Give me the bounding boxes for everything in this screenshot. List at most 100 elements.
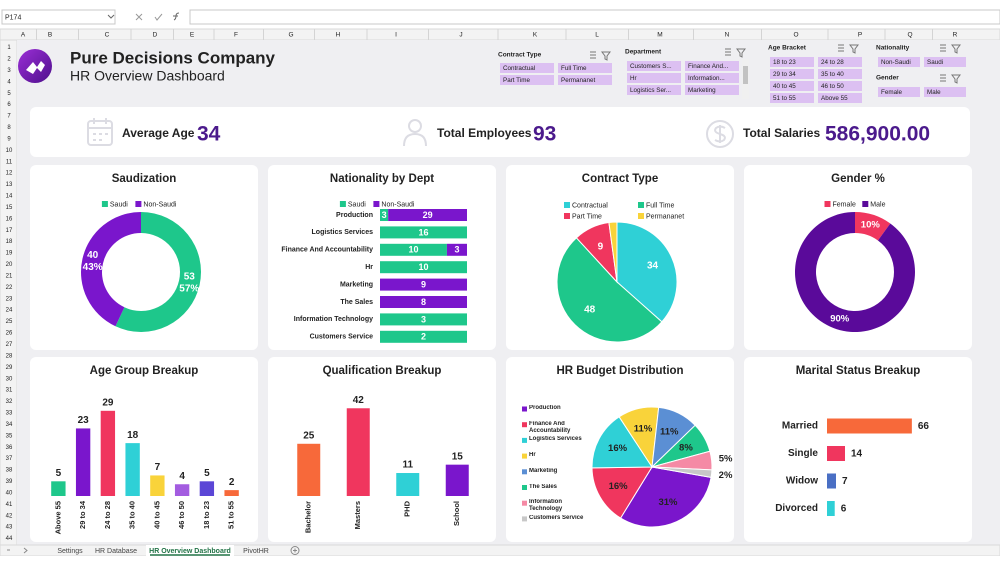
- slicer-item[interactable]: [627, 61, 681, 71]
- column-header: J: [459, 32, 462, 39]
- dashboard-subtitle: HR Overview Dashboard: [70, 68, 225, 84]
- add-sheet-plus[interactable]: [293, 548, 297, 553]
- row-header: 36: [6, 445, 13, 451]
- pie-slice: [591, 416, 653, 469]
- slicer-item[interactable]: [500, 63, 554, 73]
- slicer-item[interactable]: [924, 87, 966, 97]
- column-header-bar: [0, 28, 1000, 41]
- slicer-item[interactable]: [818, 81, 862, 91]
- slicer-multiselect[interactable]: [940, 74, 946, 82]
- legend-label-box: The Sales: [529, 484, 557, 490]
- y-tick-label: Information Technology: [294, 316, 373, 323]
- slicer-item[interactable]: [818, 69, 862, 79]
- tab-scroll[interactable]: [7, 547, 28, 554]
- add-sheet[interactable]: [290, 546, 300, 555]
- slicer-multiselect[interactable]: [838, 44, 844, 52]
- slicer-item-label: Permananet: [561, 77, 596, 84]
- formula-input[interactable]: [189, 9, 1000, 25]
- data-label: 15: [452, 451, 464, 462]
- data-label: 16: [418, 227, 428, 237]
- legend-label: Full Time: [646, 202, 675, 209]
- chart-title: Contract Type: [582, 173, 658, 185]
- slicer-scroll-thumb[interactable]: [743, 66, 748, 84]
- column-header: L: [595, 32, 599, 39]
- slicer-item-label: 24 to 28: [821, 59, 844, 66]
- chart-title: Qualification Breakup: [323, 365, 442, 377]
- slicer-item[interactable]: [558, 63, 612, 73]
- row-header: 42: [6, 513, 13, 519]
- y-tick-label: Logistics Services: [312, 229, 374, 236]
- slicer-clear-filter[interactable]: [849, 44, 859, 54]
- donut-slice: [795, 212, 915, 332]
- y-tick-label: Marketing: [340, 281, 373, 288]
- legend-swatch: [101, 201, 108, 207]
- slicer-item[interactable]: [770, 93, 814, 103]
- slicer-item[interactable]: [685, 73, 739, 83]
- legend-label: Non-Saudi: [143, 201, 177, 208]
- slicer-clear-filter[interactable]: [951, 44, 961, 54]
- x-tick-label: School: [452, 501, 461, 526]
- row-header: 4: [7, 79, 11, 85]
- slicer-item[interactable]: [770, 69, 814, 79]
- formula-buttons[interactable]: [135, 13, 163, 21]
- kpi-icons: [87, 118, 734, 148]
- slicer-item[interactable]: [878, 57, 920, 67]
- fx-button[interactable]: [173, 12, 180, 21]
- slicer-title: Gender: [876, 75, 899, 82]
- name-box-arrow[interactable]: [107, 14, 115, 19]
- legend-label: Male: [870, 201, 885, 208]
- slicer-item[interactable]: [770, 57, 814, 67]
- slicer-item[interactable]: [685, 85, 739, 95]
- row-header: 30: [6, 376, 13, 382]
- row-header: 34: [6, 422, 13, 428]
- row-header: 38: [6, 468, 13, 474]
- chart-card: [30, 165, 258, 350]
- slicer-clear-filter[interactable]: [601, 51, 611, 61]
- column-header: H: [336, 32, 341, 39]
- x-tick-label: 18 to 23: [202, 501, 211, 529]
- legend-label: Production: [529, 405, 561, 411]
- bar: [445, 464, 469, 496]
- slicer-item[interactable]: [878, 87, 920, 97]
- slicer-multiselect[interactable]: [940, 44, 946, 52]
- slicer-item-label: 46 to 50: [821, 83, 844, 90]
- x-tick-label: 40 to 45: [152, 501, 161, 529]
- slicer-item[interactable]: [770, 81, 814, 91]
- row-header: 43: [6, 525, 13, 531]
- slicer-item[interactable]: [558, 75, 612, 85]
- column-header: A: [21, 32, 26, 39]
- sheet-tab[interactable]: HR Database: [95, 548, 137, 555]
- slicer-item[interactable]: [924, 57, 966, 67]
- row-header: 29: [6, 365, 13, 371]
- slicer-clear-filter[interactable]: [951, 74, 961, 84]
- slicer-item[interactable]: [627, 73, 681, 83]
- chart-card: [30, 357, 258, 542]
- slicer-item[interactable]: [818, 93, 862, 103]
- row-header: 33: [6, 411, 13, 417]
- pie-slice: [591, 466, 653, 519]
- name-box[interactable]: [1, 9, 116, 25]
- slicer-multiselect[interactable]: [725, 48, 731, 56]
- slicer-item[interactable]: [500, 75, 554, 85]
- slicer-item[interactable]: [685, 61, 739, 71]
- row-header: 24: [6, 308, 13, 314]
- column-header: Q: [907, 32, 912, 39]
- sheet-tab[interactable]: PivotHR: [243, 548, 269, 555]
- row-header: 40: [6, 490, 13, 496]
- slicer-item[interactable]: [627, 85, 681, 95]
- bar: [827, 473, 836, 489]
- slicer-item-label: Saudi: [927, 59, 943, 66]
- data-label: 43%: [83, 262, 103, 273]
- slicer-item[interactable]: [818, 57, 862, 67]
- sheet-tab[interactable]: Settings: [57, 548, 83, 555]
- row-header: 11: [6, 159, 13, 165]
- row-header: 32: [6, 399, 13, 405]
- row-header: 1: [7, 45, 11, 51]
- slicer-clear-filter[interactable]: [736, 48, 746, 58]
- row-header: 44: [6, 536, 13, 542]
- dashboard-title: Pure Decisions Company: [70, 48, 276, 67]
- slicer-multiselect[interactable]: [590, 51, 596, 59]
- bar-segment: [446, 243, 467, 256]
- sheet-tab[interactable]: HR Overview Dashboard: [149, 548, 231, 555]
